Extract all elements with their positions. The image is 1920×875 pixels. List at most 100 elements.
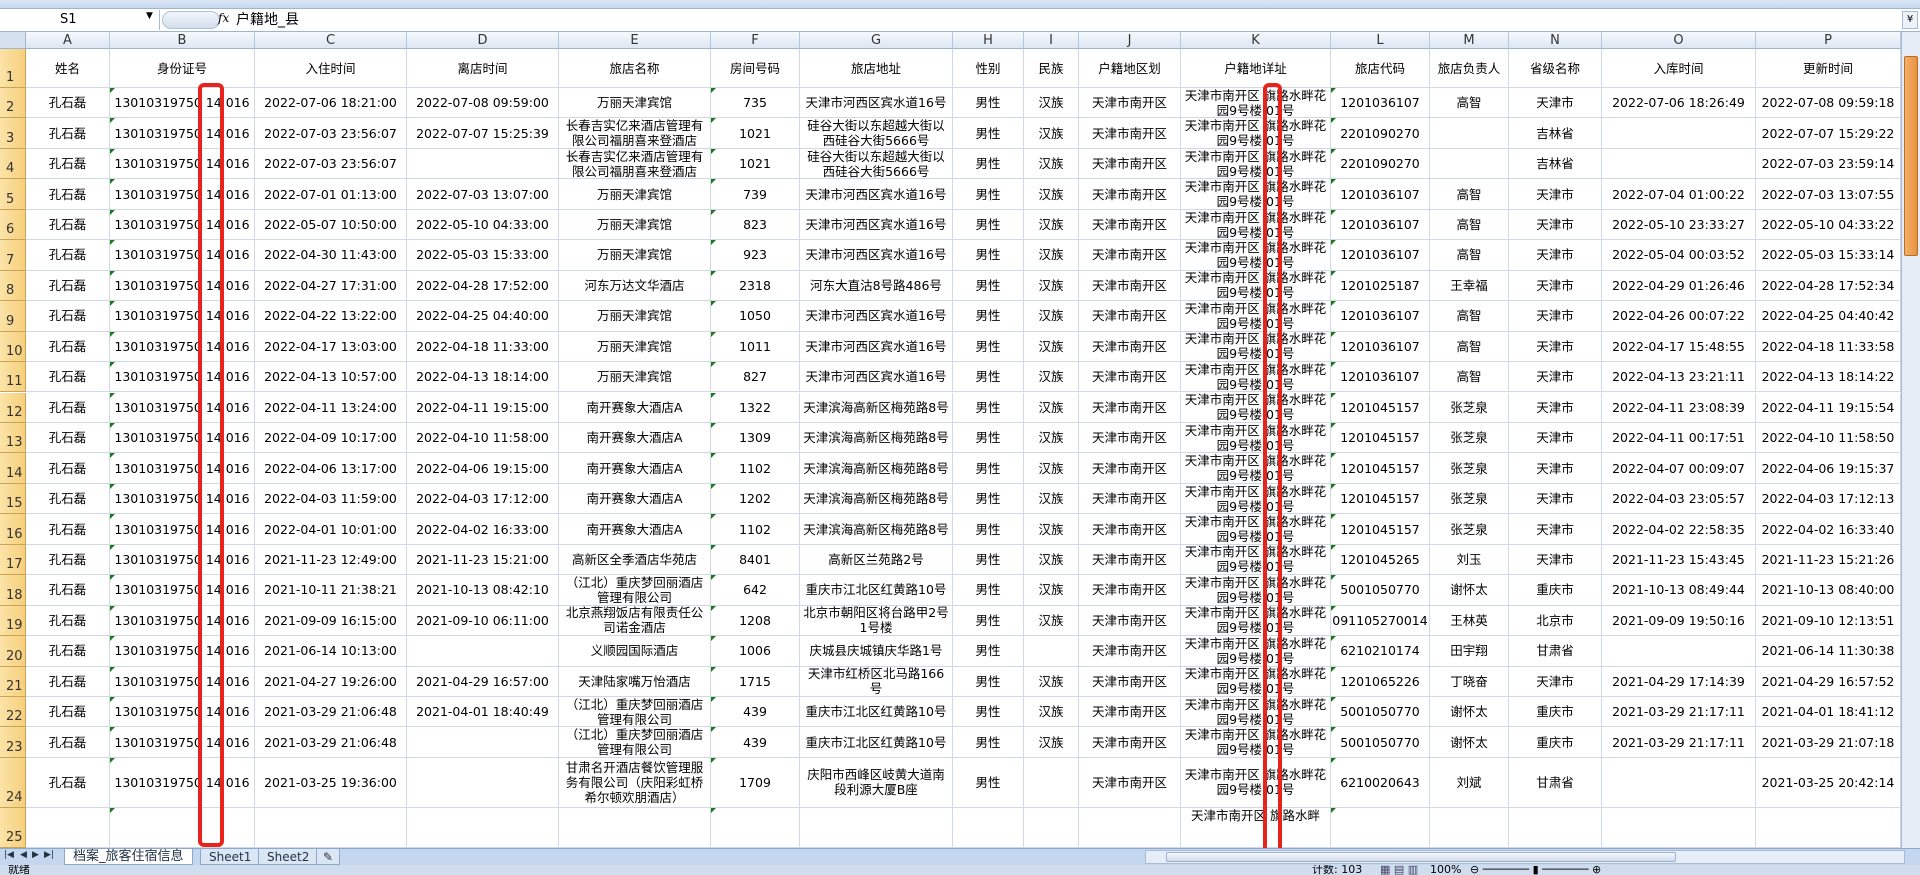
table-cell[interactable]: 2022-04-13 23:21:11 xyxy=(1602,362,1756,393)
spreadsheet-grid[interactable]: A B C D E F G H I J K L M N O P 1 姓名 身份证号 入住时间 离店时间 旅店名称 房间号码旅… xyxy=(0,32,1901,848)
table-cell[interactable]: 张芝泉 xyxy=(1430,392,1509,423)
table-cell[interactable]: 汉族 xyxy=(1024,209,1079,241)
table-cell[interactable]: 1309 xyxy=(711,422,800,454)
table-cell[interactable]: 高智 xyxy=(1430,301,1509,332)
table-cell[interactable]: 汉族 xyxy=(1024,666,1079,697)
table-cell[interactable]: 甘肃名开酒店餐饮管理服务有限公司（庆阳彩虹桥希尔顿欢朋酒店） xyxy=(559,757,711,808)
table-cell[interactable]: 1709 xyxy=(711,757,800,808)
prev-sheet-icon[interactable]: ◀ xyxy=(20,850,27,860)
table-cell[interactable]: 2021-10-13 08:42:10 xyxy=(407,575,559,606)
table-cell[interactable]: 刘斌 xyxy=(1430,757,1509,808)
table-cell[interactable]: 1202 xyxy=(711,483,800,515)
table-cell[interactable]: 南开赛象大酒店A xyxy=(559,422,711,454)
table-cell[interactable]: 天津市南开区 旗路水畔花园9号楼 01号 xyxy=(1181,757,1331,808)
table-cell[interactable]: 2022-07-01 01:13:00 xyxy=(255,179,407,210)
row-header-8[interactable]: 8 xyxy=(0,270,26,302)
table-cell[interactable]: 1201025187 xyxy=(1331,270,1430,302)
table-cell[interactable]: 2022-04-06 19:15:00 xyxy=(407,453,559,484)
table-cell[interactable] xyxy=(1602,118,1756,149)
table-cell[interactable]: 硅谷大街以东超越大街以西硅谷大街5666号 xyxy=(800,148,953,180)
table-cell[interactable]: 2022-07-07 15:29:22 xyxy=(1756,118,1901,149)
table-cell[interactable]: 天津市南开区 xyxy=(1079,209,1181,241)
table-cell[interactable] xyxy=(800,807,953,848)
table-cell[interactable]: 2022-04-28 17:52:34 xyxy=(1756,270,1901,302)
table-cell[interactable]: 孔石磊 xyxy=(26,209,110,241)
table-cell[interactable]: 高智 xyxy=(1430,362,1509,393)
header-cell[interactable]: 民族 xyxy=(1024,49,1079,88)
table-cell[interactable]: 2021-04-27 19:26:00 xyxy=(255,666,407,697)
row-header-21[interactable]: 21 xyxy=(0,666,26,697)
table-cell[interactable]: 天津市 xyxy=(1509,422,1602,454)
table-cell[interactable]: 义顺园国际酒店 xyxy=(559,636,711,667)
table-cell[interactable]: 2022-04-18 11:33:00 xyxy=(407,331,559,363)
table-cell[interactable]: 天津陆家嘴万怡酒店 xyxy=(559,666,711,697)
table-cell[interactable]: 2022-05-10 04:33:22 xyxy=(1756,209,1901,241)
table-cell[interactable]: 2021-03-29 21:06:48 xyxy=(255,727,407,758)
table-cell[interactable]: 天津市 xyxy=(1509,392,1602,423)
table-cell[interactable]: 汉族 xyxy=(1024,392,1079,423)
table-cell[interactable]: 男性 xyxy=(953,636,1024,667)
table-cell[interactable]: 天津市河西区宾水道16号 xyxy=(800,240,953,271)
table-cell[interactable] xyxy=(1079,807,1181,848)
table-cell[interactable]: 天津市南开区 xyxy=(1079,697,1181,728)
table-cell[interactable]: 男性 xyxy=(953,331,1024,363)
table-cell[interactable]: 丁晓奋 xyxy=(1430,666,1509,697)
table-cell[interactable]: 2021-09-10 12:13:51 xyxy=(1756,605,1901,637)
table-cell[interactable]: 2021-03-25 20:42:14 xyxy=(1756,757,1901,808)
table-cell[interactable]: 天津市南开区 旗路水畔花园9号楼 01号 xyxy=(1181,270,1331,302)
table-cell[interactable]: 刘玉 xyxy=(1430,544,1509,576)
table-cell[interactable]: 2022-07-03 23:59:14 xyxy=(1756,148,1901,180)
header-cell[interactable]: 姓名 xyxy=(26,49,110,88)
table-cell[interactable]: 重庆市 xyxy=(1509,697,1602,728)
column-header-I[interactable]: I xyxy=(1024,32,1079,49)
table-cell[interactable]: 2022-04-09 10:17:00 xyxy=(255,422,407,454)
horizontal-scroll-thumb[interactable] xyxy=(1166,852,1676,862)
table-cell[interactable] xyxy=(1602,148,1756,180)
table-cell[interactable]: 谢怀太 xyxy=(1430,727,1509,758)
table-cell[interactable]: 天津市 xyxy=(1509,666,1602,697)
table-cell[interactable]: 孔石磊 xyxy=(26,697,110,728)
table-cell[interactable]: 高新区全季酒店华苑店 xyxy=(559,544,711,576)
table-cell[interactable]: 2022-04-03 23:05:57 xyxy=(1602,483,1756,515)
table-cell[interactable]: 男性 xyxy=(953,453,1024,484)
name-box[interactable]: S1 xyxy=(0,10,160,30)
table-cell[interactable]: 2022-04-17 13:03:00 xyxy=(255,331,407,363)
table-cell[interactable]: 男性 xyxy=(953,179,1024,210)
table-cell[interactable]: 2021-09-09 19:50:16 xyxy=(1602,605,1756,637)
table-cell[interactable]: 2022-07-04 01:00:22 xyxy=(1602,179,1756,210)
table-cell[interactable]: 汉族 xyxy=(1024,362,1079,393)
table-cell[interactable]: 1201036107 xyxy=(1331,209,1430,241)
table-cell[interactable]: 天津市河西区宾水道16号 xyxy=(800,179,953,210)
table-cell[interactable]: 2022-04-06 13:17:00 xyxy=(255,453,407,484)
table-cell[interactable]: 万丽天津宾馆 xyxy=(559,88,711,119)
table-cell[interactable]: 北京燕翔饭店有限责任公司诺金酒店 xyxy=(559,605,711,637)
table-cell[interactable]: 男性 xyxy=(953,301,1024,332)
column-header-O[interactable]: O xyxy=(1602,32,1756,49)
table-cell[interactable]: 汉族 xyxy=(1024,88,1079,119)
table-cell[interactable]: 高智 xyxy=(1430,179,1509,210)
table-cell[interactable] xyxy=(255,807,407,848)
table-cell[interactable]: 2022-07-06 18:26:49 xyxy=(1602,88,1756,119)
table-cell[interactable]: 5001050770 xyxy=(1331,727,1430,758)
expand-formula-bar-icon[interactable]: ¥ xyxy=(1902,11,1918,29)
table-cell[interactable]: 天津市南开区 旗路水畔花园9号楼 01号 xyxy=(1181,392,1331,423)
table-cell[interactable]: 王幸福 xyxy=(1430,270,1509,302)
table-cell[interactable]: 孔石磊 xyxy=(26,331,110,363)
table-cell[interactable] xyxy=(1756,807,1901,848)
table-cell[interactable]: 8401 xyxy=(711,544,800,576)
table-cell[interactable] xyxy=(1602,636,1756,667)
table-cell[interactable]: 2022-04-10 11:58:00 xyxy=(407,422,559,454)
table-cell[interactable]: 2022-04-01 10:01:00 xyxy=(255,514,407,545)
table-cell[interactable]: 2021-11-23 15:21:26 xyxy=(1756,544,1901,576)
table-cell[interactable]: 天津市南开区 旗路水畔花园9号楼 01号 xyxy=(1181,666,1331,697)
table-cell[interactable]: 汉族 xyxy=(1024,544,1079,576)
table-cell[interactable]: 2022-05-04 00:03:52 xyxy=(1602,240,1756,271)
table-cell[interactable]: 天津市南开区 旗路水畔花园9号楼 01号 xyxy=(1181,240,1331,271)
next-sheet-icon[interactable]: ▶ xyxy=(32,850,39,860)
table-cell[interactable] xyxy=(1430,148,1509,180)
table-cell[interactable]: 孔石磊 xyxy=(26,483,110,515)
table-cell[interactable]: 张芝泉 xyxy=(1430,514,1509,545)
table-cell[interactable]: 13010319750 14 016 xyxy=(110,636,255,667)
table-cell[interactable]: 天津市南开区 xyxy=(1079,636,1181,667)
table-cell[interactable]: 天津市红桥区北马路166号 xyxy=(800,666,953,697)
